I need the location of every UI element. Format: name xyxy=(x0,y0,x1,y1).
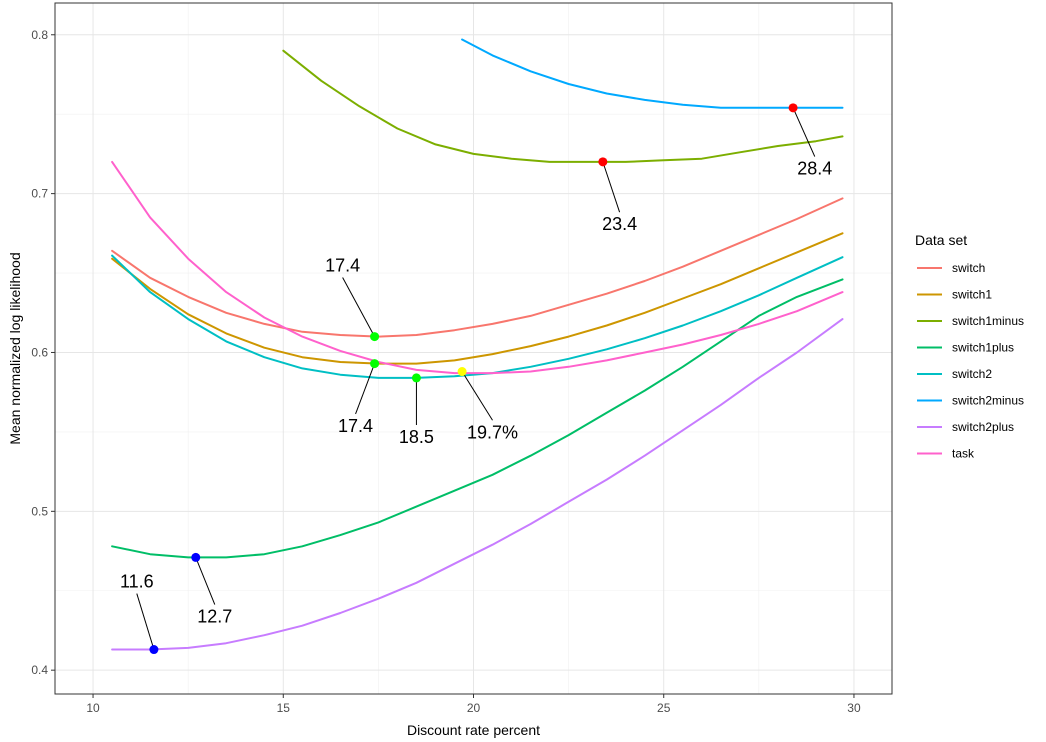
x-tick-label-1: 15 xyxy=(277,701,291,715)
legend-label-switch1: switch1 xyxy=(952,288,992,302)
legend: Data set switch switch1 switch1minus switch… xyxy=(915,232,1024,461)
annotation-leader-0 xyxy=(792,107,816,157)
series-line-switch2 xyxy=(111,254,844,379)
annotation-label-4: 18.5 xyxy=(399,427,434,447)
annotation-label-1: 23.4 xyxy=(602,214,637,234)
annotation-point-2 xyxy=(370,332,380,342)
annotation-point-3 xyxy=(370,359,380,369)
x-tick-label-0: 10 xyxy=(86,701,100,715)
annotation-point-5 xyxy=(457,367,467,377)
annotation-point-4 xyxy=(411,373,421,383)
annotation-point-6 xyxy=(191,552,201,562)
x-tick-label-2: 20 xyxy=(467,701,481,715)
series-line-task xyxy=(111,160,844,375)
legend-label-switch1minus: switch1minus xyxy=(952,314,1024,328)
y-axis-title: Mean normalized log likelihood xyxy=(7,252,23,444)
annotation-label-3: 17.4 xyxy=(338,416,373,436)
annotation-label-2: 17.4 xyxy=(325,255,360,275)
annotations: 28.4 23.4 17.4 17.4 18.5 19.7% 12.7 11.6 xyxy=(120,103,832,655)
legend-label-switch2minus: switch2minus xyxy=(952,394,1024,408)
series-line-switch xyxy=(111,197,844,338)
legend-label-switch: switch xyxy=(952,261,985,275)
annotation-leader-3 xyxy=(355,363,376,415)
series-lines xyxy=(111,38,844,651)
x-axis-title: Discount rate percent xyxy=(407,722,540,738)
legend-label-task: task xyxy=(952,447,975,461)
series-line-switch1 xyxy=(111,232,844,365)
y-tick-label-2: 0.6 xyxy=(31,345,48,359)
series-line-switch1plus xyxy=(111,278,844,559)
y-tick-label-0: 0.4 xyxy=(31,663,48,677)
legend-label-switch2plus: switch2plus xyxy=(952,420,1014,434)
legend-label-switch2: switch2 xyxy=(952,367,992,381)
series-line-switch1minus xyxy=(282,49,844,163)
annotation-leader-6 xyxy=(195,557,216,605)
annotation-leader-2 xyxy=(342,277,376,337)
annotation-leader-1 xyxy=(602,161,621,213)
annotation-point-0 xyxy=(788,103,798,113)
grid xyxy=(55,3,892,694)
y-tick-label-3: 0.7 xyxy=(31,187,48,201)
legend-title: Data set xyxy=(915,232,967,248)
axes: 10 15 20 25 30 0.4 0.5 0.6 0.7 0.8 xyxy=(31,28,861,715)
annotation-leader-5 xyxy=(461,371,493,421)
y-tick-label-4: 0.8 xyxy=(31,28,48,42)
y-tick-label-1: 0.5 xyxy=(31,504,48,518)
annotation-leader-7 xyxy=(136,593,155,650)
series-line-switch2minus xyxy=(461,38,844,109)
series-line-switch2plus xyxy=(111,318,844,651)
annotation-label-5: 19.7% xyxy=(467,422,518,442)
x-tick-label-3: 25 xyxy=(657,701,671,715)
annotation-label-6: 12.7 xyxy=(197,607,232,627)
annotation-point-1 xyxy=(598,157,608,167)
annotation-label-7: 11.6 xyxy=(120,572,154,592)
annotation-label-0: 28.4 xyxy=(797,159,832,179)
legend-label-switch1plus: switch1plus xyxy=(952,341,1014,355)
annotation-point-7 xyxy=(149,645,159,655)
x-tick-label-4: 30 xyxy=(847,701,861,715)
